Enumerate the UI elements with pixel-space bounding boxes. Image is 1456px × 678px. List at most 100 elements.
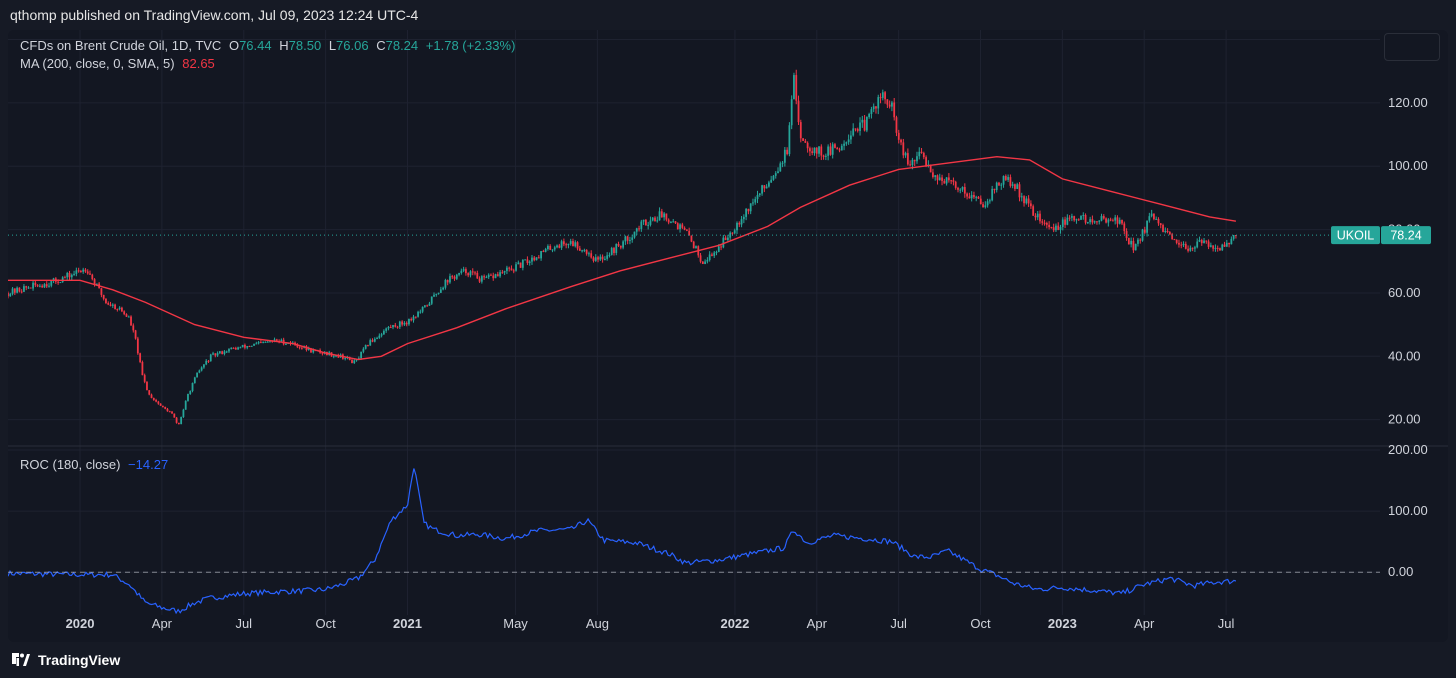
roc-label[interactable]: ROC (180, close) (20, 457, 121, 472)
ma-label[interactable]: MA (200, close, 0, SMA, 5) (20, 56, 175, 71)
candle-body (439, 289, 442, 293)
candle-body (562, 241, 565, 245)
series-title[interactable]: CFDs on Brent Crude Oil, 1D, TVC (20, 38, 222, 53)
candle-body (647, 224, 650, 226)
candle-body (209, 354, 212, 362)
candle-body (1191, 247, 1194, 249)
candle-body (1064, 219, 1066, 225)
candle-body (86, 271, 89, 274)
candle-body (13, 288, 16, 293)
candle-body (380, 334, 383, 336)
chart-canvas[interactable]: 20.0040.0060.0080.00100.00120.00140.000.… (8, 30, 1448, 642)
candle-body (1109, 219, 1112, 221)
candle-body (1073, 216, 1076, 221)
chart-settings-button[interactable] (1384, 33, 1440, 61)
candle-body (1052, 227, 1055, 231)
candle-body (852, 128, 855, 136)
candle-body (1100, 216, 1103, 221)
candle-body (487, 274, 490, 278)
candle-body (223, 351, 226, 355)
candle-body (478, 278, 481, 282)
candle-body (877, 97, 880, 109)
candle-body (1112, 220, 1114, 222)
candle-body (348, 357, 351, 360)
candle-body (335, 355, 337, 357)
candle-body (626, 236, 629, 241)
candle-body (603, 258, 606, 260)
candle-body (638, 228, 640, 230)
candle-body (64, 277, 66, 279)
candle-body (300, 347, 303, 349)
candle-body (421, 306, 424, 312)
candle-body (1235, 235, 1237, 237)
candle-body (610, 248, 613, 255)
candle-body (1148, 216, 1151, 221)
candle-body (615, 244, 618, 253)
candle-body (1127, 238, 1130, 245)
candle-body (351, 359, 353, 363)
chart-frame[interactable]: 20.0040.0060.0080.00100.00120.00140.000.… (8, 30, 1448, 642)
candle-body (496, 274, 499, 277)
main-series-legend: CFDs on Brent Crude Oil, 1D, TVC O76.44 … (20, 38, 519, 53)
candle-body (642, 219, 645, 222)
open-value: 76.44 (239, 38, 272, 53)
candle-body (424, 305, 426, 307)
candle-body (891, 102, 893, 107)
candle-body (73, 273, 75, 275)
candle-body (635, 228, 638, 232)
price-badge[interactable] (1381, 226, 1431, 245)
candle-body (1207, 241, 1210, 247)
candle-body (20, 291, 23, 293)
candle-body (585, 249, 588, 254)
candle-body (1077, 219, 1080, 221)
candle-body (515, 264, 517, 271)
candle-body (91, 274, 94, 280)
candle-body (1130, 240, 1133, 245)
candle-body (521, 259, 524, 268)
candle-body (959, 189, 962, 191)
candle-body (783, 149, 786, 163)
roc-axis-label: 200.00 (1388, 442, 1428, 457)
candle-body (182, 409, 185, 418)
candle-body (717, 246, 720, 252)
candle-body (528, 261, 531, 263)
candle-body (207, 360, 210, 362)
candle-body (1096, 221, 1098, 223)
candle-body (248, 346, 251, 348)
candle-body (1194, 247, 1196, 249)
candle-body (382, 330, 385, 335)
candle-body (547, 245, 549, 249)
candle-body (749, 203, 752, 212)
candle-body (164, 406, 167, 409)
candle-body (474, 272, 476, 274)
candle-body (298, 346, 301, 348)
candle-body (560, 241, 563, 248)
candle-body (264, 341, 267, 343)
candle-body (809, 148, 811, 152)
candle-body (963, 187, 966, 194)
candle-body (847, 139, 850, 143)
candle-body (230, 347, 233, 350)
candle-body (155, 399, 157, 402)
candle-body (506, 267, 508, 271)
candle-body (159, 403, 162, 406)
candle-body (369, 340, 372, 346)
candle-body (1175, 239, 1178, 243)
candle-body (761, 185, 763, 194)
candle-body (1182, 243, 1185, 246)
symbol-badge[interactable] (1331, 226, 1380, 245)
candle-body (1025, 198, 1028, 204)
candle-body (307, 348, 310, 350)
candle-body (8, 292, 9, 297)
candle-body (779, 163, 782, 172)
candle-body (843, 143, 845, 146)
candle-body (904, 153, 907, 156)
candle-body (606, 255, 609, 259)
candle-body (1139, 239, 1142, 241)
candle-body (822, 155, 825, 157)
candle-body (1075, 219, 1078, 221)
candle-body (672, 221, 675, 223)
candle-body (1039, 213, 1041, 222)
candle-body (141, 362, 144, 376)
candle-body (371, 340, 374, 342)
